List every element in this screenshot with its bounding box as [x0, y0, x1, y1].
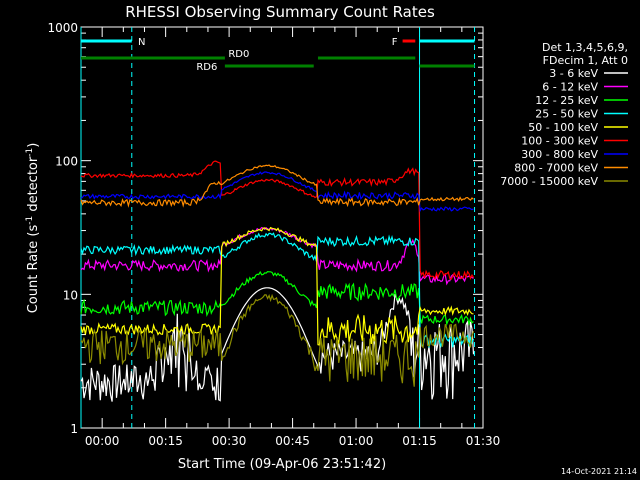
y-tick-label: 1000 — [47, 21, 78, 35]
series-line — [80, 171, 474, 213]
series-line — [80, 232, 475, 349]
y-axis-ticks: 1 10 100 1000 — [47, 21, 483, 436]
series-line — [80, 293, 475, 387]
series-line — [80, 270, 474, 327]
x-tick-label: 00:00 — [85, 434, 120, 448]
y-tick-label: 10 — [63, 288, 78, 302]
x-tick-label: 01:15 — [402, 434, 437, 448]
series-line — [80, 287, 475, 402]
legend-header: FDecim 1, Att 0 — [543, 54, 628, 67]
series-line — [80, 160, 475, 281]
flag-label: N — [138, 37, 145, 48]
flag-label: RD6 — [196, 62, 217, 73]
y-tick-label: 1 — [70, 422, 78, 436]
y-label-main: Count Rate (s — [26, 225, 41, 314]
plot-frame — [80, 26, 484, 429]
x-axis-ticks: 00:00 00:15 00:30 00:45 01:00 01:15 01:30 — [80, 27, 501, 448]
legend-entry-label: 12 - 25 keV — [535, 94, 598, 107]
legend: Det 1,3,4,5,6,9,FDecim 1, Att 03 - 6 keV… — [500, 41, 628, 188]
legend-entry-label: 3 - 6 keV — [549, 67, 598, 80]
x-tick-label: 01:00 — [339, 434, 374, 448]
legend-entry-label: 100 - 300 keV — [521, 135, 598, 148]
x-tick-label: 00:45 — [275, 434, 310, 448]
flag-label: F — [392, 37, 398, 48]
x-tick-label: 00:15 — [148, 434, 183, 448]
timestamp: 14-Oct-2021 21:14 — [561, 467, 637, 476]
legend-entry-label: 6 - 12 keV — [542, 81, 598, 94]
y-tick-label: 100 — [55, 155, 78, 169]
flag-bars: N F RD0 RD6 — [81, 37, 475, 73]
legend-header: Det 1,3,4,5,6,9, — [542, 41, 628, 54]
plot-border — [80, 26, 484, 429]
series-lines — [80, 160, 475, 402]
x-axis-label: Start Time (09-Apr-06 23:51:42) — [178, 457, 386, 472]
x-tick-label: 01:30 — [466, 434, 501, 448]
y-label-mid: detector — [26, 156, 41, 216]
y-label-sup2: -1 — [25, 148, 35, 157]
legend-entry-label: 800 - 7000 keV — [514, 162, 598, 175]
legend-entry-label: 25 - 50 keV — [535, 108, 598, 121]
legend-entry-label: 50 - 100 keV — [528, 121, 598, 134]
legend-entry-label: 300 - 800 keV — [521, 148, 598, 161]
y-label-end: ) — [26, 143, 41, 148]
legend-entry-label: 7000 - 15000 keV — [500, 175, 598, 188]
series-line — [80, 164, 474, 208]
chart-title: RHESSI Observing Summary Count Rates — [125, 3, 435, 21]
y-label-sup1: -1 — [25, 216, 35, 225]
x-tick-label: 00:30 — [212, 434, 247, 448]
flag-label: RD0 — [228, 49, 249, 60]
y-axis-label: Count Rate (s-1 detector-1) — [25, 143, 41, 314]
